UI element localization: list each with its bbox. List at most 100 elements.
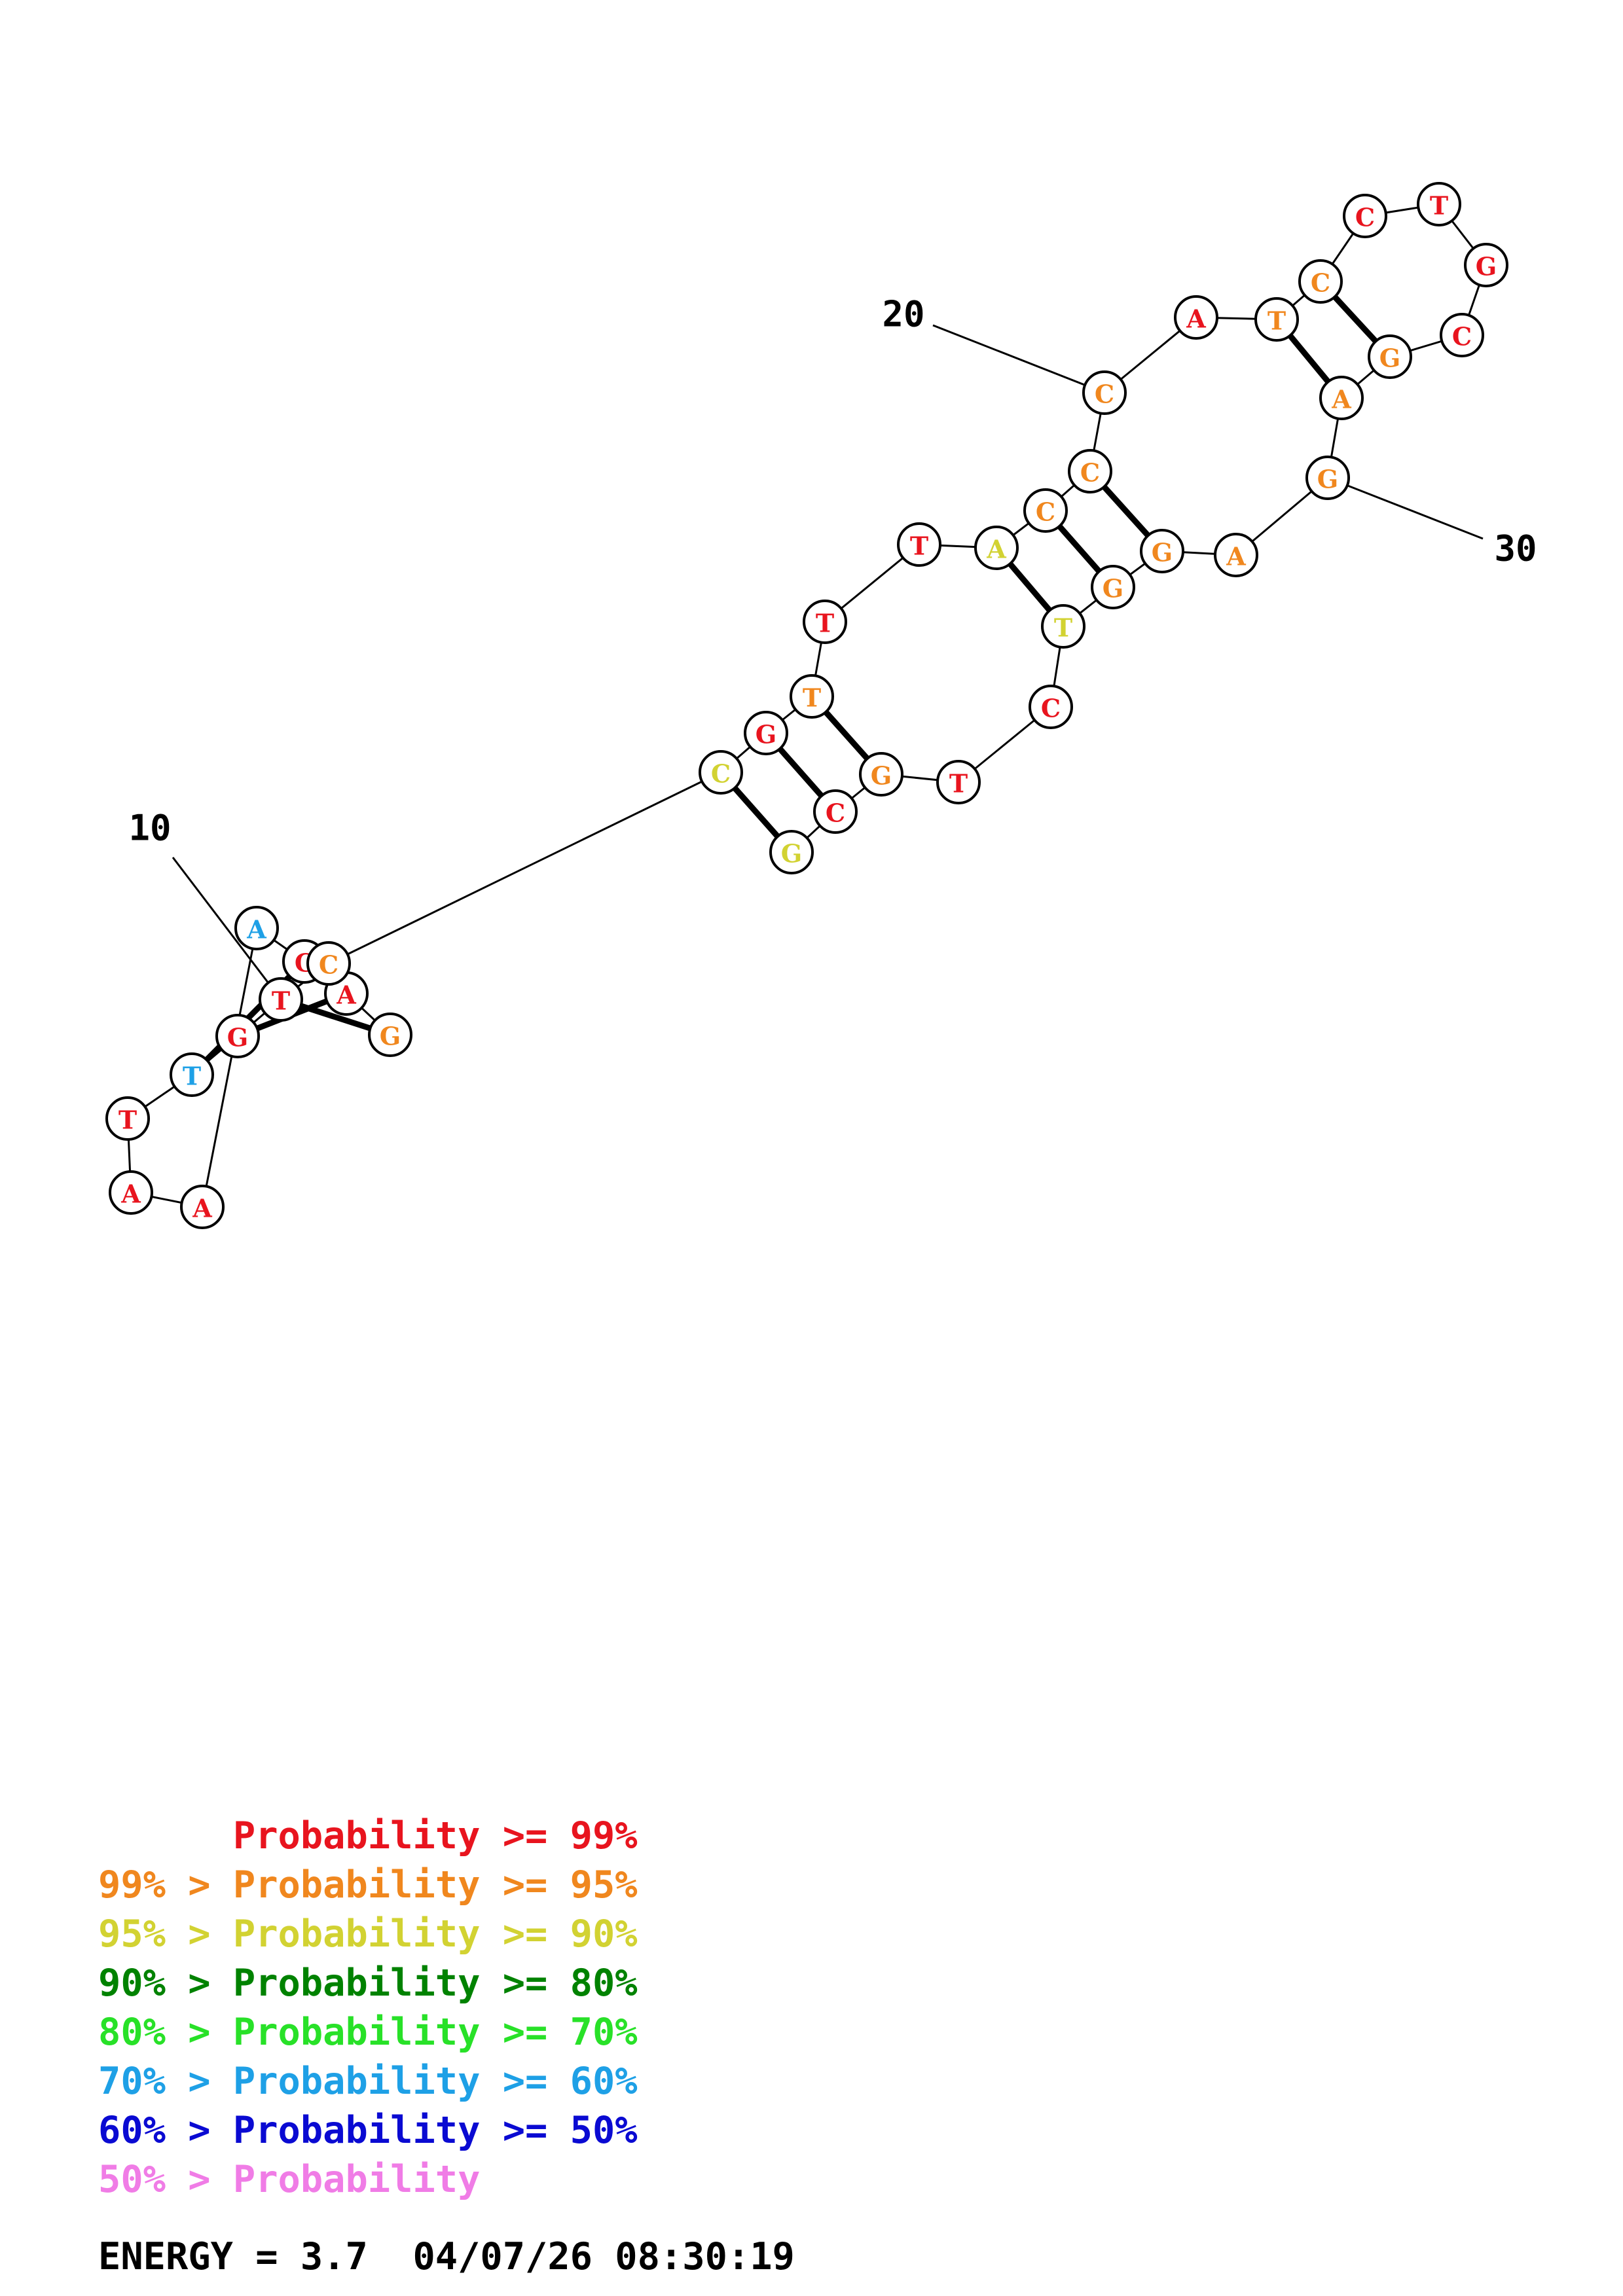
nucleotide-letter: G bbox=[1317, 465, 1338, 494]
nucleotide-circle bbox=[1319, 376, 1364, 420]
nucleotide-letter: A bbox=[246, 915, 266, 944]
nucleotide-letter: T bbox=[183, 1062, 201, 1091]
legend-prefix: 50% > bbox=[98, 2158, 233, 2201]
energy-value: ENERGY = 3.7 bbox=[98, 2235, 368, 2278]
nucleotide-circle bbox=[1368, 334, 1412, 379]
position-tick-line bbox=[172, 857, 282, 1000]
nucleotide-letter: A bbox=[192, 1194, 212, 1223]
nucleotide-circle bbox=[1417, 182, 1461, 226]
backbone-segment bbox=[201, 927, 258, 1208]
nucleotide-circle bbox=[234, 906, 279, 950]
base-pair-layer bbox=[189, 279, 1393, 1077]
nucleotide-circle bbox=[897, 522, 941, 567]
nucleotide-letter: C bbox=[1036, 497, 1055, 527]
nucleotide-letter: A bbox=[336, 980, 356, 1010]
nucleotide-letter: C bbox=[711, 759, 731, 789]
nucleotide-letter: G bbox=[1476, 252, 1497, 281]
legend-label: Probability >= 70% bbox=[232, 2011, 638, 2054]
nucleotide-circle bbox=[769, 830, 814, 874]
legend-row: 99% > Probability >= 95% bbox=[98, 1861, 638, 1910]
nucleotide-letter: T bbox=[816, 609, 834, 638]
nucleotide: G bbox=[368, 1013, 412, 1057]
nucleotide-letter: G bbox=[781, 839, 802, 869]
nucleotide-letter: T bbox=[272, 986, 290, 1016]
nucleotide: A bbox=[1214, 533, 1258, 577]
nucleotide: G bbox=[1140, 529, 1184, 573]
nucleotide-letter: C bbox=[1452, 322, 1472, 351]
nucleotide: T bbox=[105, 1096, 150, 1141]
nucleotide-circle bbox=[803, 600, 847, 644]
nucleotide: C bbox=[1440, 313, 1484, 357]
legend-prefix bbox=[98, 1814, 233, 1857]
nucleotide-letter: G bbox=[871, 761, 892, 791]
nucleotide-letter: A bbox=[986, 535, 1006, 564]
nucleotide-letter: G bbox=[1379, 344, 1400, 373]
nucleotide-letter: C bbox=[1095, 380, 1114, 409]
nucleotide-circle bbox=[1343, 194, 1387, 238]
nucleotide: A bbox=[1174, 295, 1218, 340]
legend-prefix: 60% > bbox=[98, 2109, 233, 2152]
nucleotide-circle bbox=[259, 977, 303, 1022]
nucleotide: G bbox=[1305, 456, 1350, 500]
legend-prefix: 70% > bbox=[98, 2060, 233, 2103]
nucleotide: T bbox=[1417, 182, 1461, 226]
nucleotide-circle bbox=[1440, 313, 1484, 357]
legend-row: 60% > Probability >= 50% bbox=[98, 2106, 638, 2155]
backbone-segment bbox=[328, 771, 721, 965]
legend-prefix: 95% > bbox=[98, 1912, 233, 1956]
nucleotide-letter: G bbox=[1103, 574, 1123, 603]
legend-label: Probability bbox=[232, 2158, 481, 2201]
legend-row: 50% > Probability bbox=[98, 2155, 638, 2204]
nucleotide: T bbox=[936, 760, 981, 804]
nucleotide: G bbox=[744, 711, 788, 755]
nucleotide: C bbox=[1068, 449, 1112, 493]
nucleotide: G bbox=[859, 752, 903, 797]
nucleotide-circle bbox=[1023, 488, 1068, 533]
legend-label: Probability >= 60% bbox=[232, 2060, 638, 2103]
nucleotide-letter: C bbox=[1041, 694, 1061, 723]
nucleotide: G bbox=[1464, 243, 1508, 287]
nucleotide: A bbox=[180, 1185, 225, 1229]
nucleotide: C bbox=[306, 941, 351, 986]
nucleotide: A bbox=[1319, 376, 1364, 420]
nucleotide-circle bbox=[1041, 604, 1085, 649]
nucleotide-circle bbox=[215, 1014, 260, 1058]
nucleotide-letter: T bbox=[949, 769, 968, 798]
nucleotide-letter: A bbox=[1186, 304, 1206, 334]
nucleotide-circle bbox=[699, 750, 743, 795]
nucleotide: T bbox=[790, 674, 834, 719]
nucleotide-circle bbox=[1174, 295, 1218, 340]
position-label: 10 bbox=[128, 808, 171, 849]
nucleotide: T bbox=[259, 977, 303, 1022]
nucleotide-letter: T bbox=[1267, 306, 1286, 336]
legend-row: 70% > Probability >= 60% bbox=[98, 2057, 638, 2106]
nucleotide-letter: C bbox=[319, 950, 338, 980]
nucleotide-circle bbox=[1091, 565, 1135, 609]
nucleotide-circle bbox=[1464, 243, 1508, 287]
nucleotide-letter: G bbox=[380, 1022, 401, 1051]
nucleotide: A bbox=[234, 906, 279, 950]
legend-prefix: 99% > bbox=[98, 1863, 233, 1907]
position-tick-line bbox=[932, 324, 1105, 394]
nucleotide-circle bbox=[744, 711, 788, 755]
nucleotide: C bbox=[699, 750, 743, 795]
nucleotide-circle bbox=[368, 1013, 412, 1057]
nucleotide-letter: C bbox=[1311, 268, 1330, 298]
nucleotide-letter: G bbox=[1152, 538, 1173, 567]
nucleotide-letter: A bbox=[1226, 542, 1246, 571]
nucleotide: C bbox=[813, 789, 858, 834]
nucleotide: C bbox=[1082, 370, 1127, 415]
nucleotide-circle bbox=[974, 526, 1019, 570]
nucleotide: G bbox=[215, 1014, 260, 1058]
legend-label: Probability >= 50% bbox=[232, 2109, 638, 2152]
footer-spacer bbox=[368, 2235, 413, 2278]
nucleotide-circle bbox=[1140, 529, 1184, 573]
nucleotide: C bbox=[1343, 194, 1387, 238]
legend-label: Probability >= 99% bbox=[232, 1814, 638, 1857]
nucleotide-circle bbox=[859, 752, 903, 797]
nucleotide-circle bbox=[936, 760, 981, 804]
nucleotide: A bbox=[974, 526, 1019, 570]
nucleotide-circle bbox=[790, 674, 834, 719]
